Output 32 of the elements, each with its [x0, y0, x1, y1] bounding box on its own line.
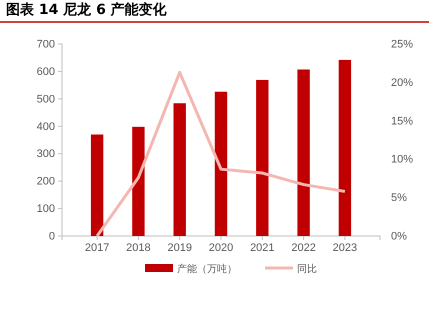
- bar: [174, 103, 186, 236]
- y-tick-label: 700: [36, 38, 55, 51]
- legend-label: 产能（万吨）: [177, 263, 237, 275]
- x-tick-label: 2022: [291, 242, 316, 254]
- x-tick-label: 2017: [84, 242, 110, 254]
- y-tick-label: 0: [48, 230, 55, 243]
- legend-label: 同比: [297, 263, 317, 275]
- bar: [338, 60, 352, 236]
- y2-tick-label: 0%: [391, 230, 408, 243]
- y-tick-label: 500: [36, 93, 55, 106]
- y-tick-label: 200: [36, 176, 55, 188]
- chart-title: 图表 14 尼龙 6 产能变化: [6, 1, 168, 18]
- y2-tick-label: 15%: [391, 115, 414, 128]
- x-tick-label: 2020: [208, 242, 234, 254]
- y2-tick-label: 25%: [391, 38, 414, 51]
- y-tick-label: 600: [36, 66, 55, 78]
- x-tick-label: 2019: [167, 242, 192, 254]
- bar: [132, 126, 145, 236]
- line-series: [96, 70, 346, 238]
- x-tick-label: 2023: [332, 242, 358, 254]
- bar: [297, 70, 310, 236]
- y2-tick-label: 5%: [391, 192, 408, 204]
- x-tick-label: 2021: [250, 242, 275, 254]
- bar: [90, 134, 104, 236]
- y-tick-label: 400: [36, 120, 55, 133]
- y-tick-label: 300: [36, 148, 55, 160]
- y-tick-label: 100: [36, 203, 55, 216]
- bar: [256, 80, 268, 236]
- y2-tick-label: 10%: [391, 154, 414, 166]
- y2-tick-label: 20%: [391, 76, 414, 89]
- x-tick-label: 2018: [126, 242, 151, 254]
- bar: [214, 92, 228, 236]
